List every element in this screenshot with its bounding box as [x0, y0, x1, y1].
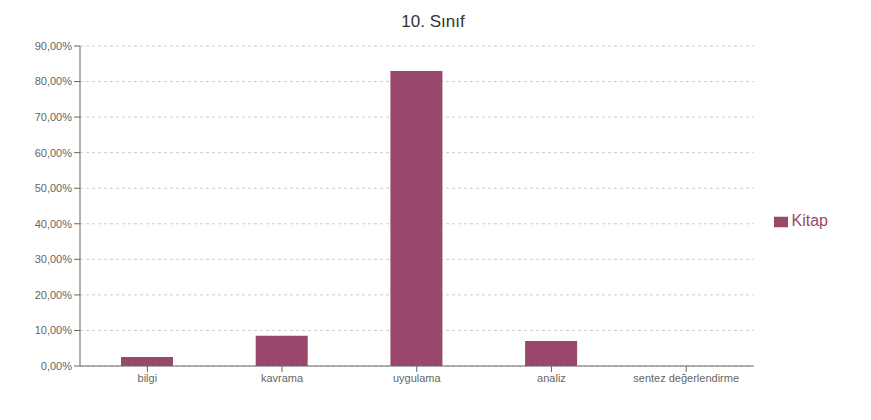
- svg-text:10,00%: 10,00%: [35, 324, 73, 336]
- svg-text:40,00%: 40,00%: [35, 218, 73, 230]
- svg-text:50,00%: 50,00%: [35, 182, 73, 194]
- html-text:Kitap: Kitap: [791, 212, 828, 229]
- svg-text:20,00%: 20,00%: [35, 289, 73, 301]
- html-text:10. Sınıf: 10. Sınıf: [401, 12, 465, 31]
- svg-text:90,00%: 90,00%: [35, 40, 73, 52]
- svg-text:70,00%: 70,00%: [35, 111, 73, 123]
- svg-text:kavrama: kavrama: [261, 372, 304, 384]
- svg-text:30,00%: 30,00%: [35, 253, 73, 265]
- svg-text:analiz: analiz: [537, 372, 566, 384]
- svg-text:60,00%: 60,00%: [35, 147, 73, 159]
- svg-text:uygulama: uygulama: [393, 372, 442, 384]
- svg-text:bilgi: bilgi: [138, 372, 158, 384]
- svg-text:0,00%: 0,00%: [41, 360, 72, 372]
- svg-text:80,00%: 80,00%: [35, 75, 73, 87]
- svg-text:sentez değerlendirme: sentez değerlendirme: [633, 372, 739, 384]
